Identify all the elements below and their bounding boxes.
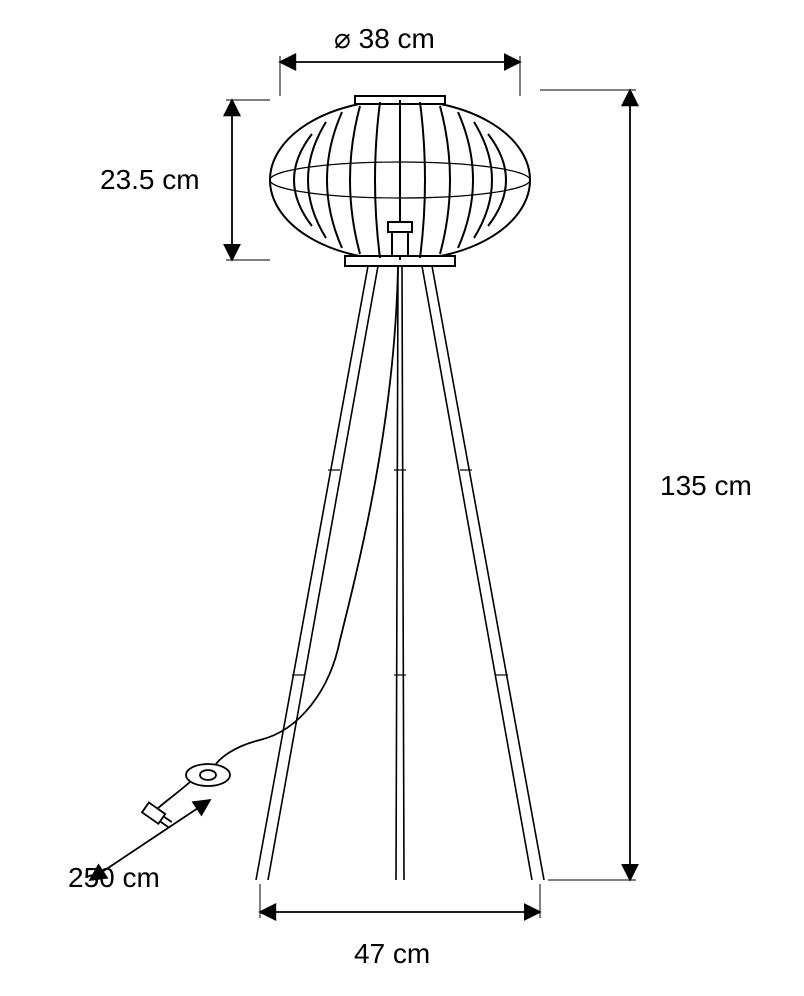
tripod-legs (256, 266, 544, 880)
power-cord (142, 266, 398, 830)
label-base-width: 47 cm (354, 938, 430, 970)
dimension-diagram: ⌀ 38 cm 23.5 cm 135 cm 47 cm 250 cm (0, 0, 804, 996)
label-shade-height: 23.5 cm (100, 164, 200, 196)
label-total-height: 135 cm (660, 470, 752, 502)
label-cord-length: 250 cm (68, 862, 160, 894)
label-shade-diameter: ⌀ 38 cm (334, 22, 435, 55)
lamp-shade (270, 96, 530, 266)
